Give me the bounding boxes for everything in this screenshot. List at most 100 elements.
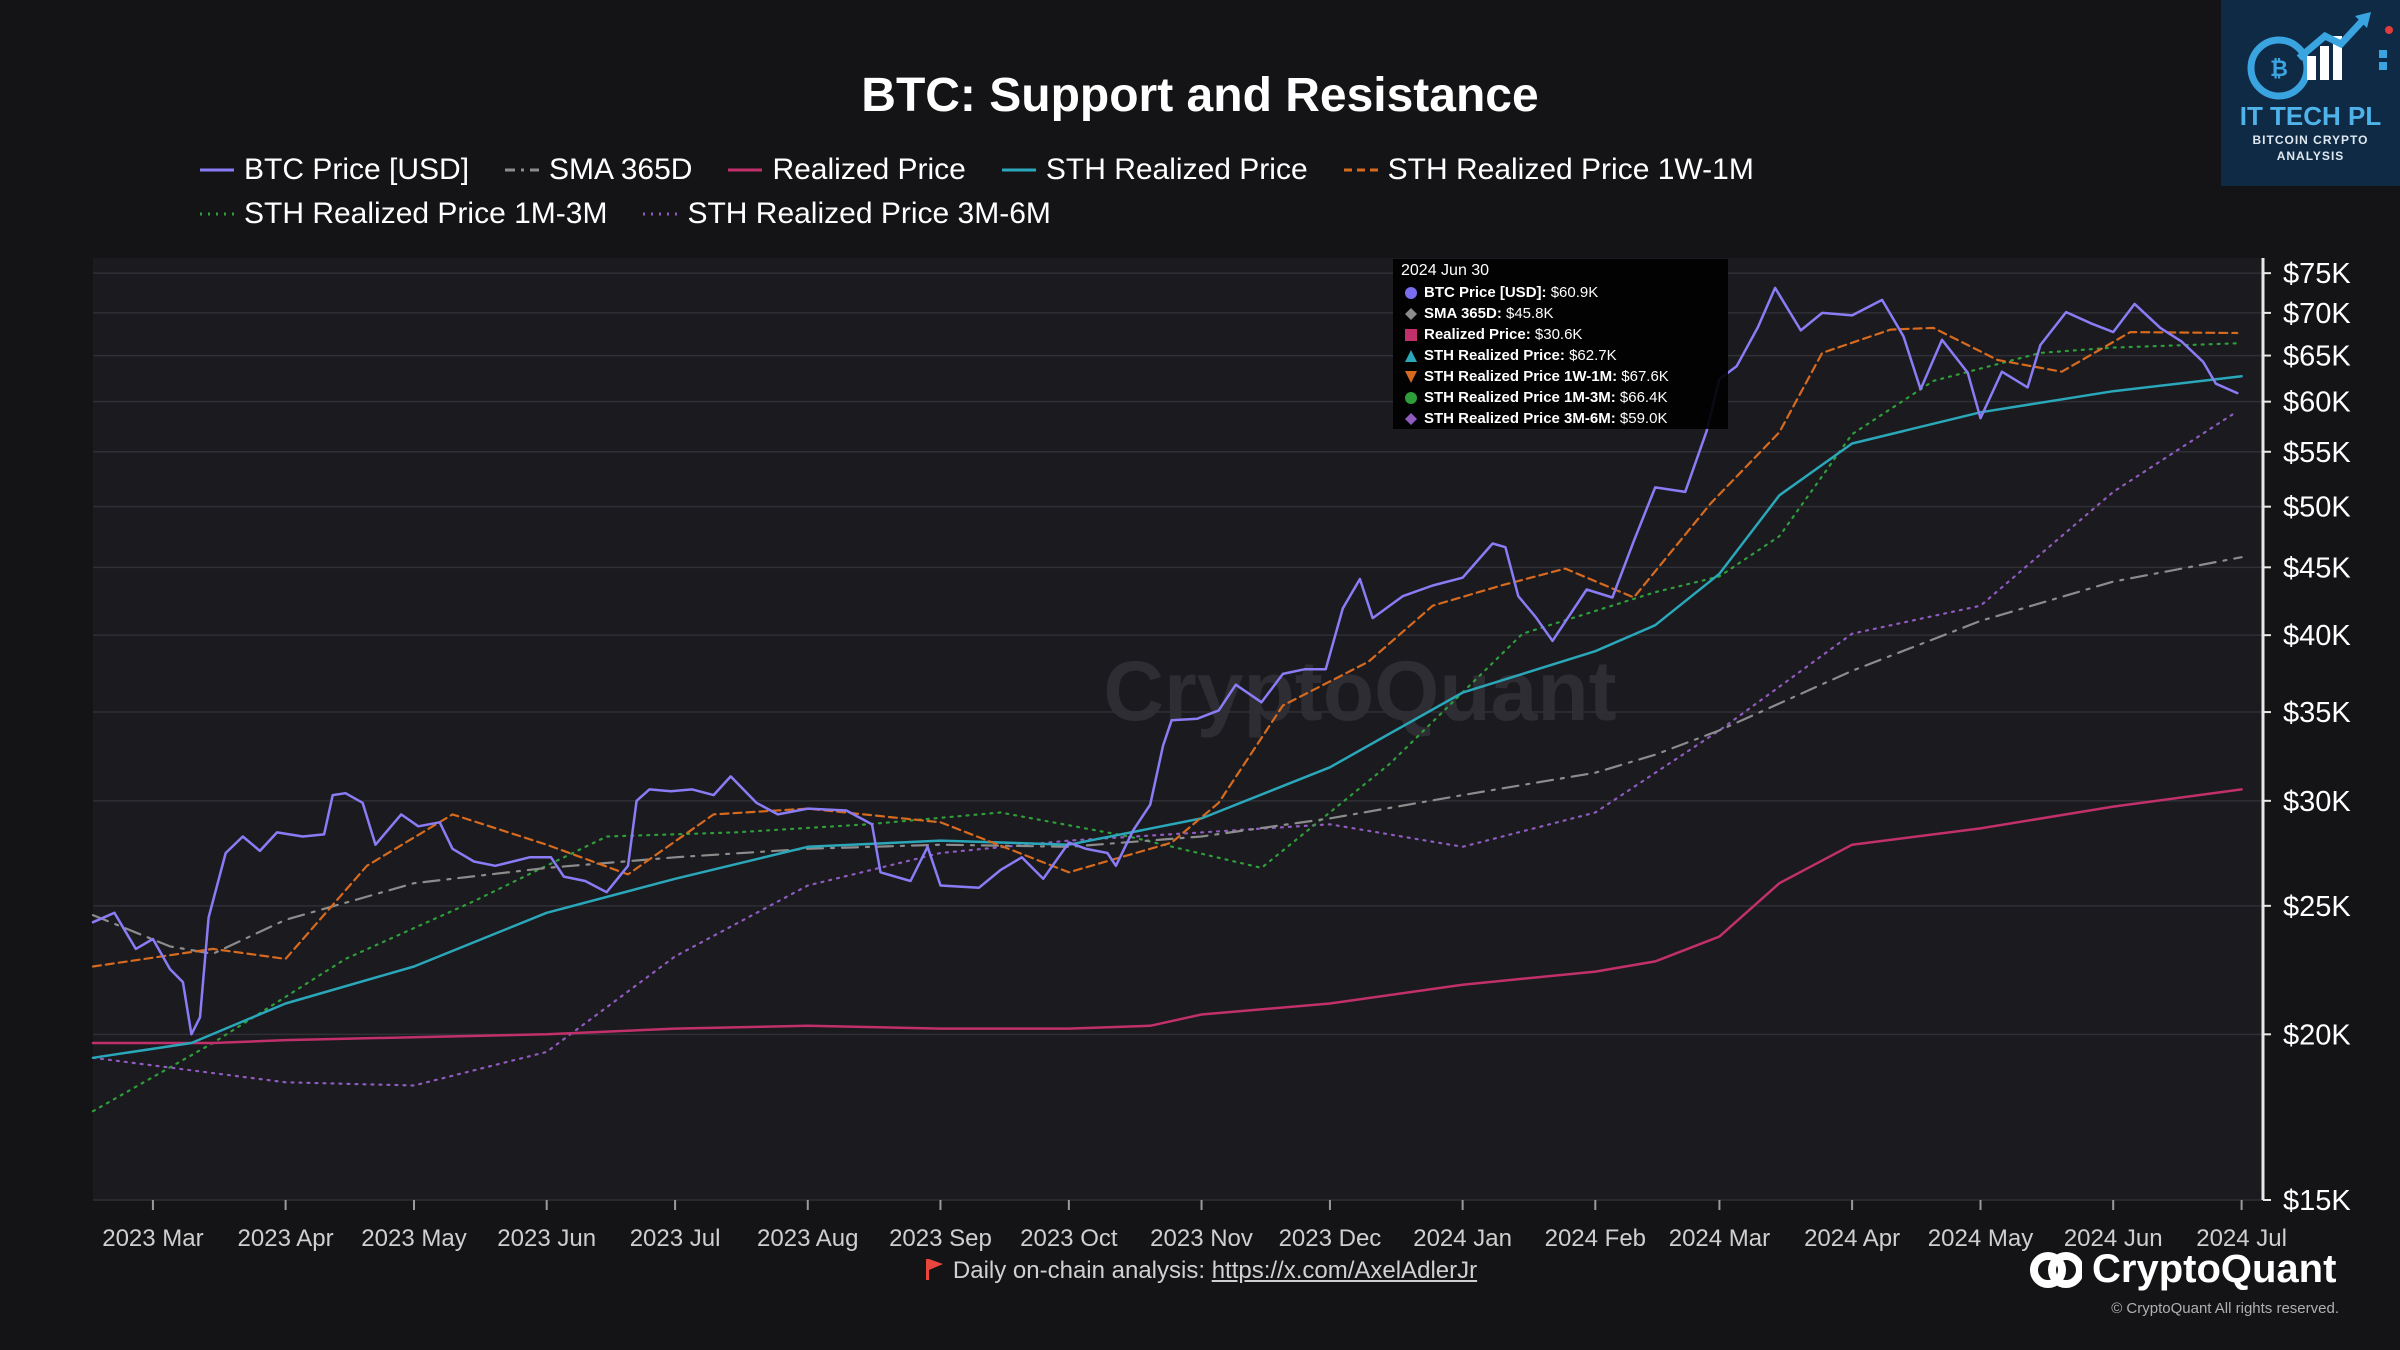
tooltip-label: SMA 365D	[1424, 305, 1497, 322]
tooltip-marker-icon	[1405, 392, 1417, 405]
series-line-1[interactable]	[91, 556, 2243, 955]
legend-swatch-icon	[1343, 168, 1378, 172]
x-tick-label: 2023 Dec	[1279, 1225, 1382, 1252]
tooltip-value: $66.4K	[1619, 389, 1668, 406]
series-line-2[interactable]	[91, 788, 2243, 1045]
x-tick-label: 2024 May	[1928, 1225, 2033, 1252]
legend-item[interactable]: SMA 365D	[505, 150, 692, 190]
tooltip-row: STH Realized Price 1W-1M: $67.6K	[1405, 368, 1669, 385]
plot-background	[93, 258, 2263, 1200]
legend-label: Realized Price	[772, 153, 966, 186]
footer-prefix: Daily on-chain analysis:	[952, 1257, 1212, 1284]
x-tick-label: 2024 Jul	[2196, 1225, 2287, 1252]
x-tick-label: 2023 Sep	[889, 1225, 992, 1252]
legend-item[interactable]: Realized Price	[728, 150, 966, 190]
legend-swatch-icon	[200, 168, 234, 172]
y-tick-label: $70K	[2283, 298, 2351, 330]
y-tick-label: $30K	[2283, 786, 2351, 818]
legend-label: STH Realized Price 1M-3M	[244, 197, 608, 230]
tooltip-separator: :	[1525, 326, 1535, 343]
series-lines	[91, 286, 2243, 1113]
x-tick-label: 2024 Apr	[1804, 1225, 1900, 1252]
series-line-0[interactable]	[91, 286, 2239, 1036]
hover-tooltip: 2024 Jun 30 BTC Price [USD]: $60.9K SMA 3…	[1393, 259, 1728, 429]
legend-item[interactable]: BTC Price [USD]	[200, 150, 469, 190]
tooltip-label: Realized Price	[1424, 326, 1526, 343]
footer-link[interactable]: https://x.com/AxelAdlerJr	[1211, 1257, 1478, 1284]
bitcoin-chart-logo-icon: ₿	[2247, 12, 2393, 100]
tooltip-value: $60.9K	[1550, 284, 1599, 301]
tooltip-date: 2024 Jun 30	[1401, 262, 1490, 279]
series-line-4[interactable]	[91, 326, 2239, 968]
x-tick-label: 2024 Mar	[1669, 1225, 1770, 1252]
y-tick-label: $25K	[2283, 891, 2351, 923]
tooltip-separator: :	[1559, 347, 1570, 364]
x-tick-label: 2024 Feb	[1545, 1225, 1646, 1252]
legend-swatch-icon	[505, 168, 540, 172]
logo-subtitle-line1: BITCOIN CRYPTO	[2252, 133, 2369, 147]
y-tick-label: $60K	[2283, 387, 2351, 419]
tooltip-marker-icon	[1405, 350, 1417, 363]
tooltip-value: $30.6K	[1534, 326, 1583, 343]
tooltip-separator: :	[1541, 284, 1551, 301]
x-tick-label: 2023 Apr	[238, 1225, 334, 1252]
y-axis-ticks: $15K $20K $25K $30K $35K $40K $45K $50K $55K $60K…	[2263, 258, 2351, 1217]
y-tick-label: $75K	[2283, 258, 2351, 290]
svg-text:₿: ₿	[2270, 56, 2288, 81]
tooltip-value: $45.8K	[1505, 305, 1554, 322]
x-tick-label: 2024 Jun	[2064, 1225, 2163, 1252]
tooltip-label: STH Realized Price 1M-3M	[1424, 389, 1611, 406]
tooltip-label: STH Realized Price	[1424, 347, 1560, 364]
grid-lines	[93, 272, 2263, 1201]
tooltip-separator: :	[1610, 389, 1620, 406]
footer-note: Daily on-chain analysis: https://x.com/A…	[0, 1257, 2400, 1285]
tooltip-label: STH Realized Price 1W-1M	[1424, 368, 1613, 385]
legend-item[interactable]: STH Realized Price	[1001, 150, 1308, 190]
series-line-6[interactable]	[91, 410, 2239, 1087]
tooltip-row: STH Realized Price 3M-6M: $59.0K	[1405, 410, 1667, 427]
legend-item[interactable]: STH Realized Price 1W-1M	[1343, 150, 1754, 190]
tooltip-marker-icon	[1405, 413, 1417, 426]
tooltip-separator: :	[1496, 305, 1506, 322]
legend-swatch-icon	[200, 212, 234, 216]
x-tick-label: 2023 Aug	[757, 1225, 858, 1252]
tooltip-label: STH Realized Price 3M-6M	[1424, 410, 1611, 427]
legend-label: BTC Price [USD]	[244, 153, 470, 186]
legend-item[interactable]: STH Realized Price 1M-3M	[200, 194, 607, 234]
x-tick-label: 2023 May	[361, 1225, 466, 1252]
tooltip-marker-icon	[1405, 287, 1417, 300]
tooltip-row: BTC Price [USD]: $60.9K	[1405, 284, 1598, 301]
tooltip-marker-icon	[1405, 329, 1417, 342]
logo-subtitle: BITCOIN CRYPTO ANALYSIS	[2221, 132, 2400, 164]
y-tick-label: $40K	[2283, 620, 2351, 652]
tooltip-value: $62.7K	[1569, 347, 1617, 364]
y-tick-label: $50K	[2283, 492, 2351, 524]
cryptoquant-logo-icon	[2030, 1251, 2082, 1288]
y-tick-label: $15K	[2283, 1185, 2351, 1217]
y-tick-label: $45K	[2283, 552, 2351, 584]
tooltip-marker-icon	[1405, 308, 1417, 321]
y-tick-label: $20K	[2283, 1019, 2351, 1051]
legend-swatch-icon	[728, 168, 763, 172]
y-tick-label: $55K	[2283, 437, 2351, 469]
tooltip-row: STH Realized Price 1M-3M: $66.4K	[1405, 389, 1667, 406]
tooltip-separator: :	[1612, 368, 1622, 385]
tooltip-separator: :	[1610, 410, 1620, 427]
y-tick-label: $65K	[2283, 341, 2351, 373]
legend-label: STH Realized Price 3M-6M	[687, 197, 1051, 230]
logo-subtitle-line2: ANALYSIS	[2276, 149, 2345, 163]
legend-swatch-icon	[1001, 168, 1036, 172]
tooltip-label: BTC Price [USD]	[1424, 284, 1542, 301]
x-tick-label: 2023 Mar	[102, 1225, 203, 1252]
chart-legend: BTC Price [USD] SMA 365D Realized Price STH…	[200, 146, 2200, 234]
tooltip-row: Realized Price: $30.6K	[1405, 326, 1582, 343]
tooltip-marker-icon	[1405, 371, 1417, 384]
legend-label: STH Realized Price 1W-1M	[1387, 153, 1754, 186]
legend-label: STH Realized Price	[1045, 153, 1308, 186]
legend-item[interactable]: STH Realized Price 3M-6M	[643, 194, 1051, 234]
tooltip-row: SMA 365D: $45.8K	[1405, 305, 1554, 322]
series-line-3[interactable]	[91, 375, 2243, 1060]
legend-swatch-icon	[643, 212, 678, 216]
copyright: © CryptoQuant All rights reserved.	[2111, 1300, 2339, 1317]
